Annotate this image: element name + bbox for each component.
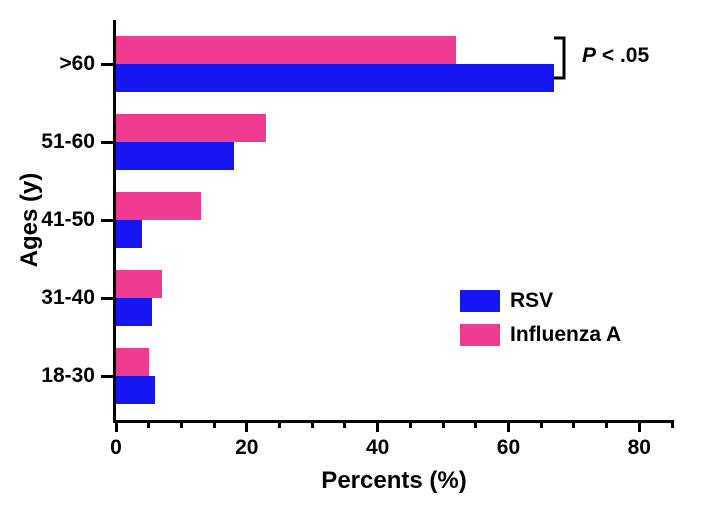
p-value-label: P < .05 — [582, 44, 649, 68]
significance-bracket — [0, 0, 709, 510]
age-distribution-chart: 020406080Percents (%)>6051-6041-5031-401… — [0, 0, 709, 510]
